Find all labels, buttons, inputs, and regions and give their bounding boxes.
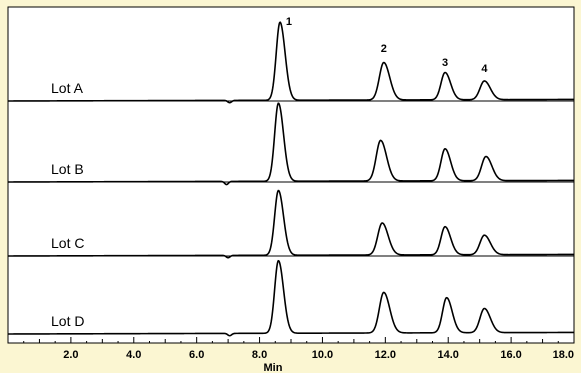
x-tick-label: 14.0 <box>438 349 459 361</box>
x-axis-ticks: 2.0 4.0 6.0 8.0 10.0 12.0 14.0 16.0 18.0 <box>7 337 575 361</box>
series-label: Lot D <box>51 313 84 329</box>
x-tick-label: 16.0 <box>500 349 521 361</box>
x-tick-label: 2.0 <box>63 349 78 361</box>
x-tick-label: 18.0 <box>553 349 574 361</box>
peak-labels-group: 1 2 3 4 <box>286 16 488 75</box>
series-label: Lot C <box>51 235 84 251</box>
x-axis-label: Min <box>264 362 283 373</box>
series-label: Lot A <box>51 80 84 96</box>
peak-label: 1 <box>286 16 292 28</box>
x-tick-label: 4.0 <box>126 349 141 361</box>
x-tick-label: 6.0 <box>189 349 204 361</box>
x-tick-label: 8.0 <box>252 349 267 361</box>
traces-group <box>8 21 574 337</box>
peak-label: 2 <box>381 43 387 55</box>
lot-labels-group: Lot A Lot B Lot C Lot D <box>51 80 84 329</box>
series-label: Lot B <box>51 161 84 177</box>
x-tick-label: 12.0 <box>375 349 396 361</box>
trace-lot-d <box>8 259 574 337</box>
x-tick-label: 10.0 <box>312 349 333 361</box>
peak-label: 3 <box>442 57 448 69</box>
plot-area <box>8 7 574 343</box>
peak-label: 4 <box>481 63 488 75</box>
